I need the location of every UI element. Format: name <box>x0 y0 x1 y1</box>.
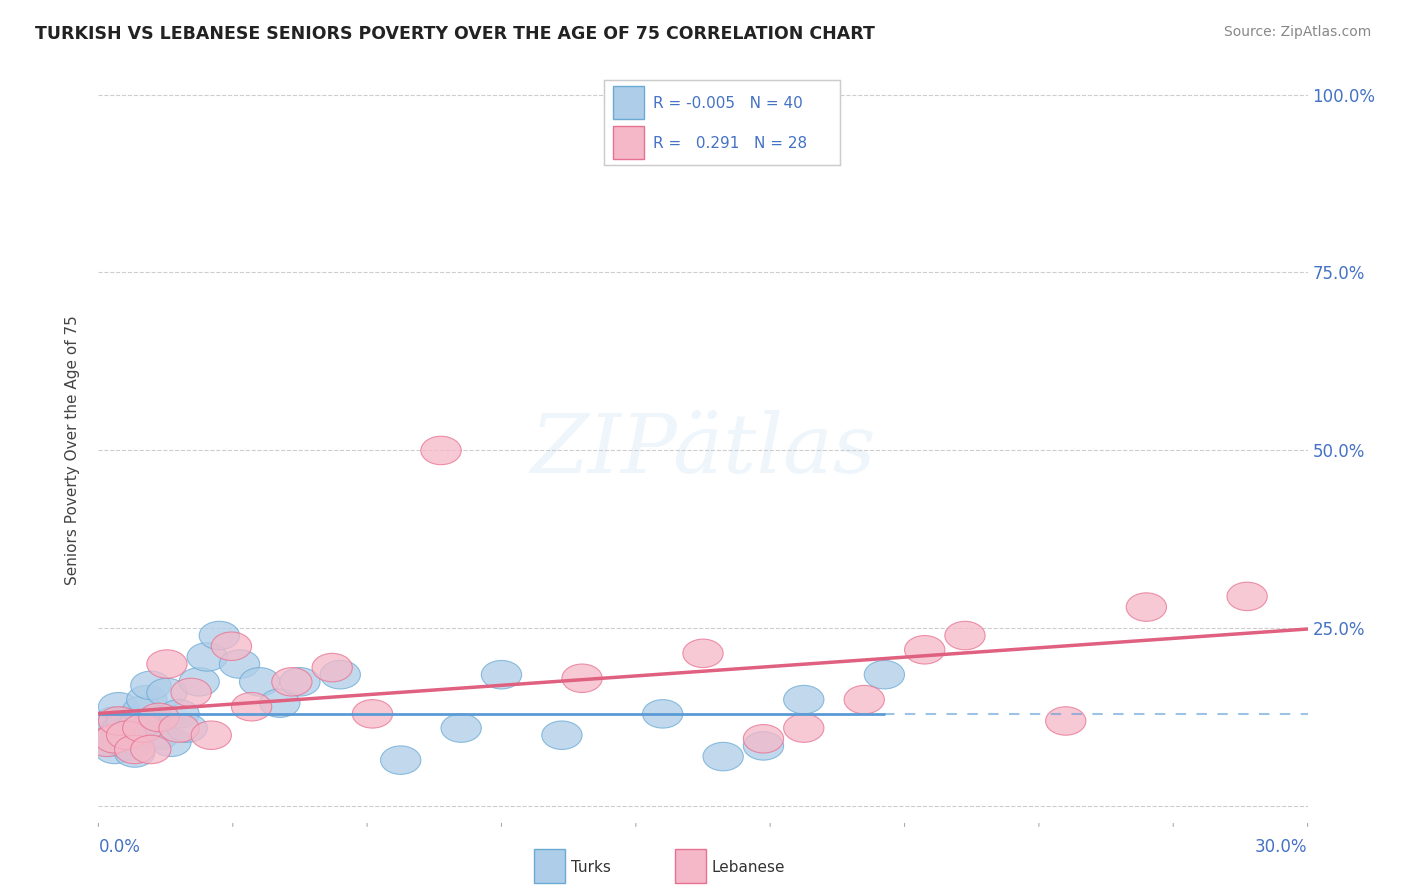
Ellipse shape <box>1126 593 1167 622</box>
Ellipse shape <box>159 714 200 742</box>
Ellipse shape <box>191 721 232 749</box>
Ellipse shape <box>107 724 146 753</box>
Ellipse shape <box>562 664 602 692</box>
Ellipse shape <box>420 436 461 465</box>
Ellipse shape <box>114 739 155 767</box>
Ellipse shape <box>122 696 163 724</box>
Ellipse shape <box>744 731 783 760</box>
Ellipse shape <box>844 685 884 714</box>
Ellipse shape <box>187 642 228 671</box>
Ellipse shape <box>945 622 986 649</box>
Ellipse shape <box>172 678 211 706</box>
Ellipse shape <box>86 728 127 756</box>
Text: ZIPätlas: ZIPätlas <box>530 410 876 491</box>
Ellipse shape <box>783 714 824 742</box>
Ellipse shape <box>98 706 139 735</box>
Ellipse shape <box>122 714 163 742</box>
Ellipse shape <box>107 721 146 749</box>
Ellipse shape <box>271 667 312 696</box>
Ellipse shape <box>135 706 174 735</box>
Ellipse shape <box>139 721 179 749</box>
Ellipse shape <box>86 714 127 742</box>
Ellipse shape <box>146 678 187 706</box>
Ellipse shape <box>179 667 219 696</box>
Ellipse shape <box>127 685 167 714</box>
Ellipse shape <box>441 714 481 742</box>
Ellipse shape <box>94 724 135 753</box>
Ellipse shape <box>98 692 139 721</box>
Ellipse shape <box>703 742 744 771</box>
Ellipse shape <box>94 735 135 764</box>
Ellipse shape <box>131 671 172 699</box>
Text: Lebanese: Lebanese <box>711 860 785 874</box>
Ellipse shape <box>643 699 683 728</box>
Ellipse shape <box>211 632 252 660</box>
Ellipse shape <box>353 699 392 728</box>
Ellipse shape <box>783 685 824 714</box>
Text: Source: ZipAtlas.com: Source: ZipAtlas.com <box>1223 25 1371 39</box>
Y-axis label: Seniors Poverty Over the Age of 75: Seniors Poverty Over the Age of 75 <box>65 316 80 585</box>
Ellipse shape <box>167 714 207 742</box>
Ellipse shape <box>114 735 155 764</box>
Ellipse shape <box>150 728 191 756</box>
Ellipse shape <box>159 699 200 728</box>
Ellipse shape <box>118 710 159 739</box>
Ellipse shape <box>94 706 135 735</box>
Ellipse shape <box>219 649 260 678</box>
Ellipse shape <box>865 660 904 689</box>
Ellipse shape <box>904 635 945 664</box>
Ellipse shape <box>312 653 353 681</box>
Ellipse shape <box>541 721 582 749</box>
Ellipse shape <box>107 706 146 735</box>
Ellipse shape <box>683 639 723 667</box>
Ellipse shape <box>1227 582 1267 611</box>
Ellipse shape <box>103 728 143 756</box>
Ellipse shape <box>90 728 131 756</box>
Ellipse shape <box>111 731 150 760</box>
Ellipse shape <box>131 735 172 764</box>
Ellipse shape <box>146 649 187 678</box>
Ellipse shape <box>83 721 122 749</box>
Ellipse shape <box>481 660 522 689</box>
Ellipse shape <box>280 667 321 696</box>
Text: TURKISH VS LEBANESE SENIORS POVERTY OVER THE AGE OF 75 CORRELATION CHART: TURKISH VS LEBANESE SENIORS POVERTY OVER… <box>35 25 875 43</box>
Ellipse shape <box>321 660 360 689</box>
Ellipse shape <box>1046 706 1085 735</box>
Ellipse shape <box>260 689 299 717</box>
Text: Turks: Turks <box>571 860 610 874</box>
Ellipse shape <box>232 692 271 721</box>
Ellipse shape <box>103 714 143 742</box>
Ellipse shape <box>381 746 420 774</box>
Ellipse shape <box>139 703 179 731</box>
Ellipse shape <box>98 721 139 749</box>
Text: 0.0%: 0.0% <box>98 838 141 856</box>
Ellipse shape <box>239 667 280 696</box>
Ellipse shape <box>744 724 783 753</box>
Text: 30.0%: 30.0% <box>1256 838 1308 856</box>
Ellipse shape <box>200 622 239 649</box>
